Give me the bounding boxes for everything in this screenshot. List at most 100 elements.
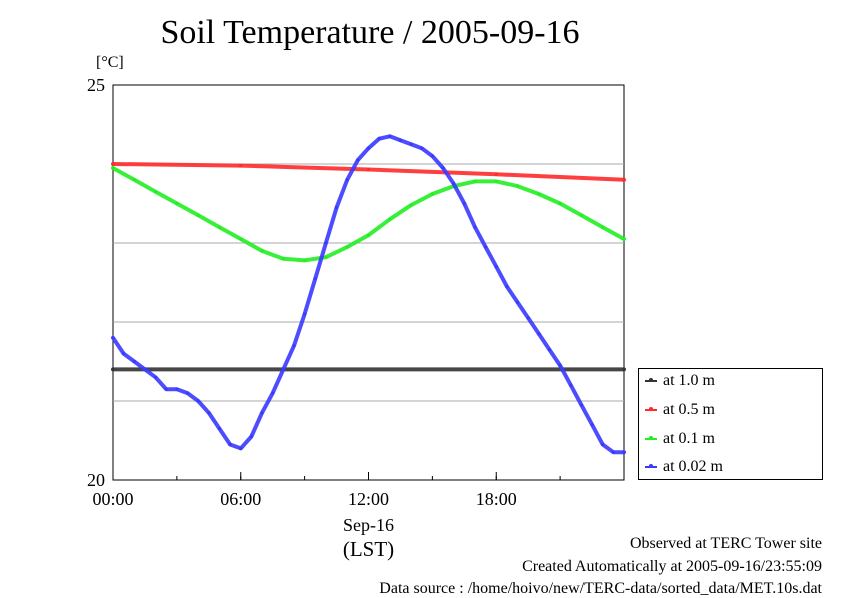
data-point <box>132 178 136 182</box>
data-point <box>462 201 466 206</box>
data-point <box>494 172 498 176</box>
data-point <box>175 387 179 391</box>
data-point <box>271 391 275 395</box>
data-point <box>292 344 296 348</box>
data-point <box>409 203 413 207</box>
data-point <box>441 166 445 170</box>
data-point <box>420 146 424 150</box>
data-point <box>473 225 477 229</box>
footer-created: Created Automatically at 2005-09-16/23:5… <box>522 558 822 575</box>
data-point <box>239 163 243 168</box>
data-point <box>515 184 520 188</box>
data-point <box>217 225 222 229</box>
data-point <box>622 237 626 241</box>
legend-swatch <box>645 378 657 382</box>
data-point <box>122 352 126 356</box>
data-point <box>249 434 253 439</box>
data-point <box>132 359 136 364</box>
plot-frame <box>112 84 625 481</box>
x-axis-label: (LST) <box>343 537 394 561</box>
data-point <box>334 205 339 210</box>
data-point <box>143 367 147 371</box>
data-point <box>505 284 509 289</box>
data-point <box>207 411 211 415</box>
data-point <box>377 137 381 141</box>
chart-title: Soil Temperature / 2005-09-16 <box>160 14 580 51</box>
data-point <box>569 383 573 387</box>
data-point <box>175 201 179 206</box>
data-point <box>281 257 285 261</box>
data-point <box>398 138 403 142</box>
y-axis-unit: [°C] <box>96 54 124 71</box>
legend-label: at 1.0 m <box>663 372 715 389</box>
data-point <box>345 245 349 249</box>
x-tick-label: 12:00 <box>348 489 389 509</box>
legend-item-1m: at 1.0 m <box>645 371 715 391</box>
data-point <box>484 245 488 249</box>
data-point <box>239 446 243 450</box>
data-point <box>537 332 541 336</box>
legend-item-0.5m: at 0.5 m <box>645 400 715 420</box>
data-point <box>452 182 456 186</box>
series-line-2 <box>111 166 626 263</box>
data-point <box>388 134 392 138</box>
data-point <box>430 192 434 196</box>
data-point <box>260 411 264 415</box>
data-point <box>111 162 115 166</box>
legend-label: at 0.1 m <box>663 430 715 447</box>
series-layer <box>111 134 626 455</box>
data-point <box>345 178 349 182</box>
x-tick-label: 00:00 <box>92 489 133 509</box>
data-point <box>196 399 200 403</box>
data-point <box>579 213 584 217</box>
data-point <box>601 225 605 229</box>
legend-item-0.02m: at 0.02 m <box>645 457 723 477</box>
data-point <box>590 423 594 427</box>
data-point <box>281 367 285 371</box>
legend-label: at 0.02 m <box>663 458 723 475</box>
data-point <box>185 391 190 395</box>
data-point <box>260 249 264 253</box>
series-line-3 <box>111 134 626 455</box>
data-point <box>153 375 158 379</box>
legend: at 1.0 m at 0.5 m at 0.1 m at 0.02 m <box>638 368 823 480</box>
data-point <box>111 367 115 371</box>
data-point <box>303 312 307 316</box>
legend-label: at 0.5 m <box>663 401 715 418</box>
footer-source: Data source : /home/hoivo/new/TERC-data/… <box>379 580 822 597</box>
data-point <box>409 142 413 146</box>
data-point <box>601 442 605 447</box>
footer-site: Observed at TERC Tower site <box>629 535 822 552</box>
data-point <box>622 367 626 371</box>
y-tick-label: 25 <box>87 75 105 95</box>
data-point <box>303 258 307 262</box>
data-point <box>515 300 520 304</box>
y-tick-label: 20 <box>87 470 105 490</box>
x-tick-label: 06:00 <box>220 489 261 509</box>
data-point <box>366 167 371 172</box>
date-label: Sep-16 <box>343 515 394 535</box>
data-point <box>239 237 243 241</box>
legend-swatch <box>645 436 657 440</box>
data-point <box>558 201 562 206</box>
data-point <box>111 166 115 170</box>
data-point <box>196 213 200 217</box>
data-point <box>622 178 626 182</box>
legend-swatch <box>645 407 657 411</box>
data-point <box>324 241 328 245</box>
data-point <box>611 450 615 454</box>
data-point <box>366 146 371 150</box>
data-point <box>313 276 317 281</box>
data-point <box>111 336 115 340</box>
data-point <box>164 387 168 391</box>
data-point <box>547 348 552 352</box>
data-point <box>217 427 222 431</box>
legend-swatch <box>645 464 657 468</box>
data-point <box>494 179 498 183</box>
data-point <box>324 255 328 259</box>
data-point <box>622 450 626 454</box>
x-tick-label: 18:00 <box>476 489 517 509</box>
data-point <box>473 179 477 183</box>
data-point <box>366 233 371 237</box>
